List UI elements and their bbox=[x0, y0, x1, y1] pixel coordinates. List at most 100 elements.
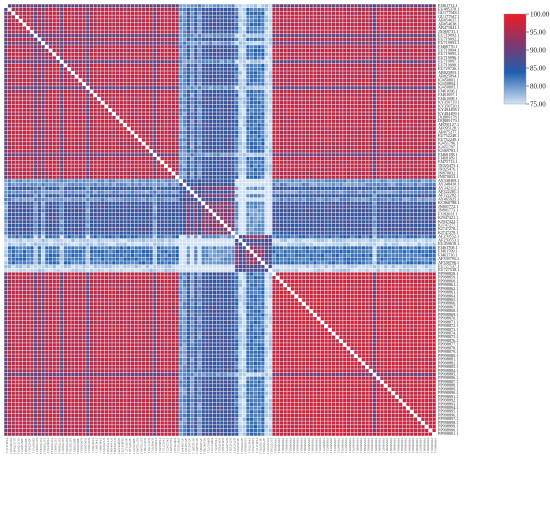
heatmap-cell bbox=[134, 93, 139, 98]
heatmap-cell bbox=[141, 138, 146, 142]
heatmap-cell bbox=[361, 160, 366, 165]
heatmap-cell bbox=[149, 33, 153, 38]
heatmap-cell bbox=[298, 138, 302, 142]
heatmap-cell bbox=[301, 26, 306, 31]
heatmap-cell bbox=[365, 4, 369, 8]
heatmap-cell bbox=[253, 11, 258, 16]
heatmap-cell bbox=[201, 4, 206, 8]
heatmap-cell bbox=[164, 138, 168, 142]
heatmap-cell bbox=[205, 78, 209, 83]
heatmap-cell bbox=[89, 82, 94, 86]
heatmap-cell bbox=[126, 71, 131, 75]
heatmap-cell bbox=[424, 85, 429, 90]
heatmap-cell bbox=[428, 156, 433, 161]
heatmap-cell bbox=[320, 89, 325, 94]
heatmap-cell bbox=[398, 85, 403, 90]
heatmap-cell bbox=[93, 15, 98, 19]
heatmap-cell bbox=[59, 100, 64, 105]
heatmap-cell bbox=[380, 149, 384, 153]
heatmap-cell bbox=[71, 37, 75, 42]
heatmap-cell bbox=[290, 67, 295, 72]
heatmap-cell bbox=[316, 56, 321, 60]
heatmap-cell bbox=[309, 126, 314, 131]
heatmap-cell bbox=[15, 156, 19, 161]
heatmap-cell bbox=[350, 48, 355, 53]
heatmap-cell bbox=[100, 104, 105, 109]
heatmap-cell bbox=[63, 18, 68, 23]
heatmap-cell bbox=[216, 104, 220, 109]
heatmap-cell bbox=[164, 74, 168, 79]
heatmap-cell bbox=[409, 7, 414, 12]
heatmap-cell bbox=[186, 7, 191, 12]
heatmap-cell bbox=[331, 4, 336, 8]
heatmap-cell bbox=[335, 26, 340, 31]
heatmap-cell bbox=[123, 59, 127, 64]
heatmap-cell bbox=[272, 7, 276, 12]
heatmap-cell bbox=[376, 48, 381, 53]
heatmap-cell bbox=[402, 22, 407, 27]
heatmap-cell bbox=[324, 78, 328, 83]
heatmap-cell bbox=[85, 7, 90, 12]
heatmap-cell bbox=[119, 100, 124, 105]
heatmap-cell bbox=[279, 37, 284, 42]
heatmap-cell bbox=[78, 11, 83, 16]
heatmap-cell bbox=[368, 156, 373, 161]
heatmap-cell bbox=[115, 67, 120, 72]
heatmap-cell bbox=[290, 52, 295, 57]
heatmap-cell bbox=[134, 89, 139, 94]
heatmap-cell bbox=[290, 22, 295, 27]
heatmap-cell bbox=[167, 56, 172, 60]
heatmap-cell bbox=[201, 63, 206, 68]
heatmap-cell bbox=[78, 126, 83, 131]
heatmap-cell bbox=[413, 18, 418, 23]
heatmap-cell bbox=[26, 141, 31, 146]
heatmap-cell bbox=[37, 138, 42, 142]
heatmap-cell bbox=[368, 78, 373, 83]
heatmap-cell bbox=[294, 145, 299, 150]
heatmap-cell bbox=[354, 18, 358, 23]
heatmap-cell bbox=[37, 18, 42, 23]
heatmap-cell bbox=[15, 56, 19, 60]
heatmap-cell bbox=[406, 78, 410, 83]
heatmap-cell bbox=[253, 4, 258, 8]
heatmap-cell bbox=[417, 145, 422, 150]
heatmap-cell bbox=[234, 30, 239, 34]
heatmap-cell bbox=[74, 18, 79, 23]
heatmap-cell bbox=[264, 33, 269, 38]
heatmap-cell bbox=[290, 82, 295, 86]
heatmap-cell bbox=[82, 44, 86, 49]
heatmap-cell bbox=[149, 149, 153, 153]
heatmap-cell bbox=[220, 89, 224, 94]
heatmap-cell bbox=[130, 52, 135, 57]
heatmap-cell bbox=[74, 123, 79, 127]
heatmap-cell bbox=[156, 89, 161, 94]
heatmap-cell bbox=[361, 63, 366, 68]
heatmap-cell bbox=[67, 119, 72, 124]
heatmap-cell bbox=[227, 18, 232, 23]
heatmap-cell bbox=[130, 97, 135, 101]
heatmap-cell bbox=[260, 115, 265, 120]
heatmap-cell bbox=[149, 59, 153, 64]
heatmap-cell bbox=[108, 44, 112, 49]
heatmap-cell bbox=[391, 97, 396, 101]
heatmap-cell bbox=[108, 134, 112, 139]
heatmap-cell bbox=[67, 160, 72, 165]
heatmap-cell bbox=[249, 7, 254, 12]
heatmap-cell bbox=[339, 149, 343, 153]
heatmap-cell bbox=[179, 71, 183, 75]
heatmap-cell bbox=[298, 89, 302, 94]
heatmap-cell bbox=[190, 138, 194, 142]
heatmap-cell bbox=[179, 59, 183, 64]
heatmap-cell bbox=[246, 41, 250, 45]
heatmap-cell bbox=[11, 130, 16, 135]
heatmap-cell bbox=[37, 63, 42, 68]
heatmap-cell bbox=[15, 63, 19, 68]
heatmap-cell bbox=[71, 97, 75, 101]
heatmap-cell bbox=[253, 100, 258, 105]
heatmap-cell bbox=[85, 100, 90, 105]
heatmap-cell bbox=[432, 89, 436, 94]
heatmap-cell bbox=[234, 119, 239, 124]
heatmap-cell bbox=[59, 134, 64, 139]
heatmap-cell bbox=[15, 67, 19, 72]
heatmap-cell bbox=[357, 138, 362, 142]
